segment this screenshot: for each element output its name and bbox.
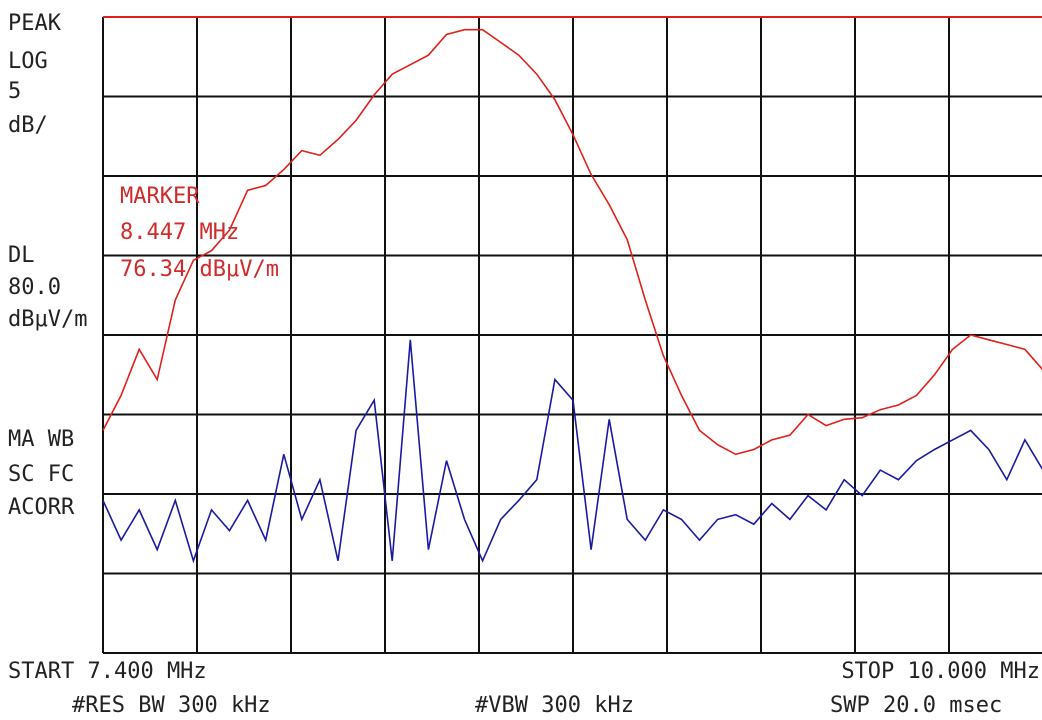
dl-title: DL xyxy=(8,243,35,268)
dl-unit: dBμV/m xyxy=(8,307,87,332)
mode: PEAK xyxy=(8,11,62,36)
flag: SC FC xyxy=(8,462,74,487)
marker-title: MARKER xyxy=(120,184,200,209)
dl-value: 80.0 xyxy=(8,275,61,300)
res-bw: #RES BW 300 kHz xyxy=(72,693,271,718)
flag: MA WB xyxy=(8,427,74,452)
stop-frequency: STOP 10.000 MHz xyxy=(841,659,1040,684)
flag: ACORR xyxy=(8,495,75,520)
start-frequency: START 7.400 MHz xyxy=(8,659,207,684)
scale-step: 5 xyxy=(8,79,21,104)
sweep: SWP 20.0 msec xyxy=(830,693,1002,718)
vbw: #VBW 300 kHz xyxy=(475,693,634,718)
marker-frequency: 8.447 MHz xyxy=(120,220,239,245)
trace xyxy=(102,28,1042,456)
trace xyxy=(102,339,1042,564)
marker-level: 76.34 dBμV/m xyxy=(120,257,279,282)
scale: LOG xyxy=(8,49,48,74)
scale-unit: dB/ xyxy=(8,113,48,138)
